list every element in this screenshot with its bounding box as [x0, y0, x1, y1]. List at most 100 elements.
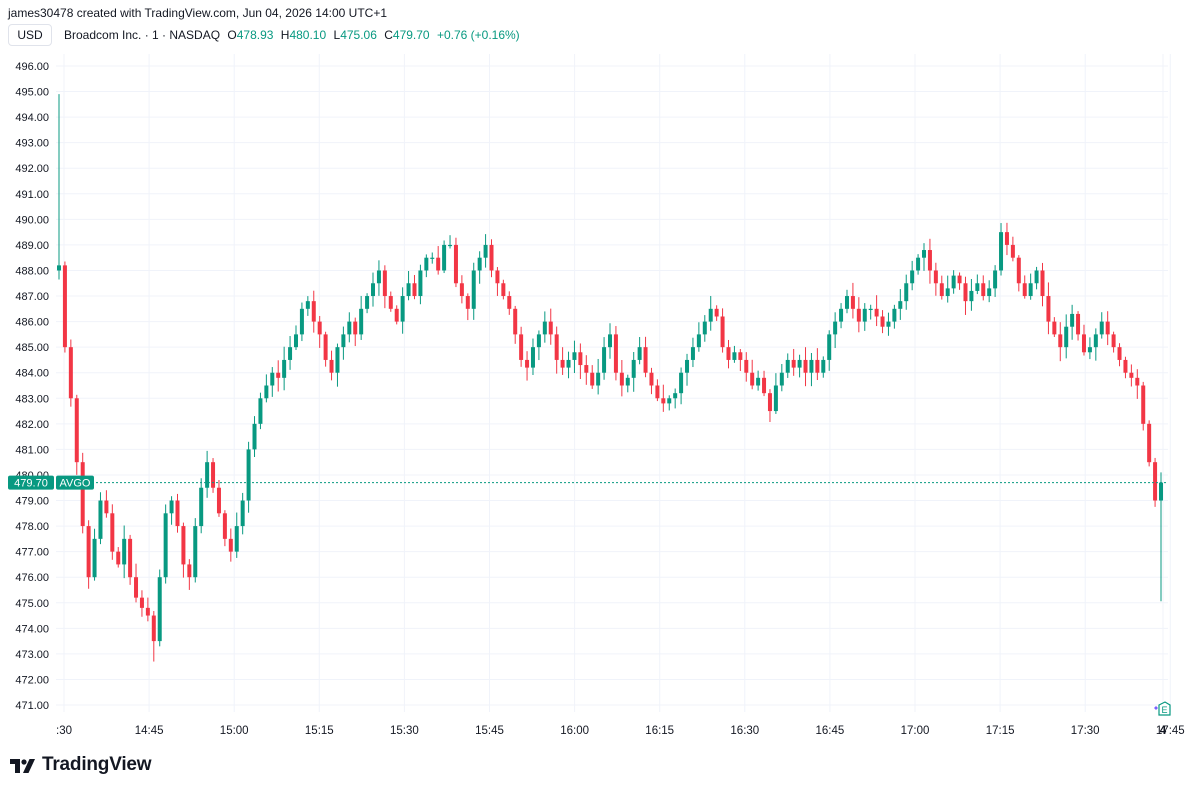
candle-body — [637, 347, 642, 360]
candle-body — [578, 352, 583, 366]
candle-body — [750, 372, 755, 386]
candle-body — [904, 283, 909, 302]
candle-body — [667, 398, 672, 404]
candle-body — [702, 321, 707, 335]
candle-body — [471, 270, 476, 309]
x-tick-label: 15:30 — [390, 725, 419, 737]
candle-body — [134, 577, 139, 598]
candle-body — [1022, 283, 1027, 297]
y-tick-label: 487.00 — [15, 291, 49, 303]
candle-body — [720, 316, 725, 348]
candle-body — [57, 265, 61, 271]
candle-body — [874, 308, 879, 317]
candle-body — [981, 283, 986, 297]
y-tick-label: 483.00 — [15, 393, 49, 405]
candle-body — [347, 321, 352, 335]
candle-body — [359, 308, 364, 335]
candle-body — [175, 500, 180, 527]
candle-body — [602, 347, 607, 373]
candle-body — [1016, 257, 1021, 284]
candle-body — [916, 257, 921, 271]
x-tick-label: 4 — [1160, 725, 1167, 737]
candle-body — [501, 283, 506, 297]
x-tick-label: 15:00 — [220, 725, 249, 737]
candle-body — [169, 500, 174, 514]
ticker-tag-bg — [56, 475, 94, 490]
candle-body — [145, 607, 150, 616]
candle-body — [483, 244, 488, 258]
candle-body — [1081, 334, 1086, 353]
candle-body — [288, 347, 293, 360]
y-tick-label: 495.00 — [15, 87, 49, 99]
candle-body — [631, 359, 636, 378]
candle-body — [495, 270, 500, 284]
candle-body — [1076, 313, 1081, 335]
candle-body — [619, 372, 624, 386]
candle-body — [530, 347, 535, 368]
y-tick-label: 485.00 — [15, 342, 49, 354]
y-tick-label: 473.00 — [15, 649, 49, 661]
candle-body — [927, 250, 932, 271]
candle-body — [258, 398, 263, 424]
candle-body — [1004, 232, 1009, 245]
candle-body — [139, 597, 144, 608]
candle-body — [116, 551, 121, 565]
candle-body — [228, 538, 233, 552]
high-label: H — [280, 28, 290, 42]
candle-body — [394, 308, 399, 322]
candle-body — [525, 359, 530, 368]
candle-body — [311, 301, 316, 322]
candle-body — [234, 526, 239, 552]
candle-body — [187, 564, 192, 578]
x-tick-label: 17:15 — [986, 725, 1015, 737]
candle-body — [732, 352, 737, 360]
candle-body — [827, 334, 832, 360]
y-tick-label: 488.00 — [15, 265, 49, 277]
candle-body — [673, 393, 678, 399]
candle-body — [643, 347, 648, 373]
x-tick-label: 17:30 — [1071, 725, 1100, 737]
y-tick-label: 474.00 — [15, 623, 49, 635]
candle-body — [809, 359, 814, 373]
earnings-marker-icon[interactable]: E — [1150, 699, 1172, 717]
candle-body — [839, 308, 844, 322]
x-tick-label: 16:30 — [730, 725, 759, 737]
y-tick-label: 482.00 — [15, 419, 49, 431]
candle-body — [388, 296, 393, 309]
candle-body — [797, 359, 802, 368]
x-tick-label: 15:45 — [475, 725, 504, 737]
y-tick-label: 494.00 — [15, 112, 49, 124]
candle-body — [1058, 334, 1063, 348]
candle-body — [922, 250, 927, 258]
candle-body — [560, 359, 565, 368]
candle-body — [62, 265, 67, 348]
currency-button[interactable]: USD — [8, 24, 52, 46]
candle-body — [252, 423, 257, 450]
candle-body — [317, 321, 322, 335]
candle-body — [655, 385, 660, 399]
candle-body — [726, 347, 731, 360]
candle-body — [939, 283, 944, 297]
candle-body — [791, 359, 796, 368]
low-value: 475.06 — [340, 28, 377, 42]
candle-body — [513, 308, 518, 335]
candle-body — [910, 270, 915, 284]
candle-body — [376, 270, 381, 284]
candle-body — [519, 334, 524, 360]
candle-body — [282, 359, 287, 378]
candle-body — [993, 270, 998, 289]
candle-body — [216, 487, 221, 514]
candle-body — [821, 359, 826, 373]
candle-body — [590, 372, 595, 386]
chart-credit: james30478 created with TradingView.com,… — [8, 6, 388, 20]
candle-body — [685, 359, 690, 373]
candle-body — [365, 296, 370, 309]
candle-body — [1040, 270, 1045, 297]
y-tick-label: 471.00 — [15, 700, 49, 712]
candle-body — [1046, 296, 1051, 322]
candle-body — [1099, 321, 1104, 335]
candle-body — [181, 526, 186, 565]
candle-body — [708, 308, 713, 322]
candle-body — [371, 283, 376, 297]
